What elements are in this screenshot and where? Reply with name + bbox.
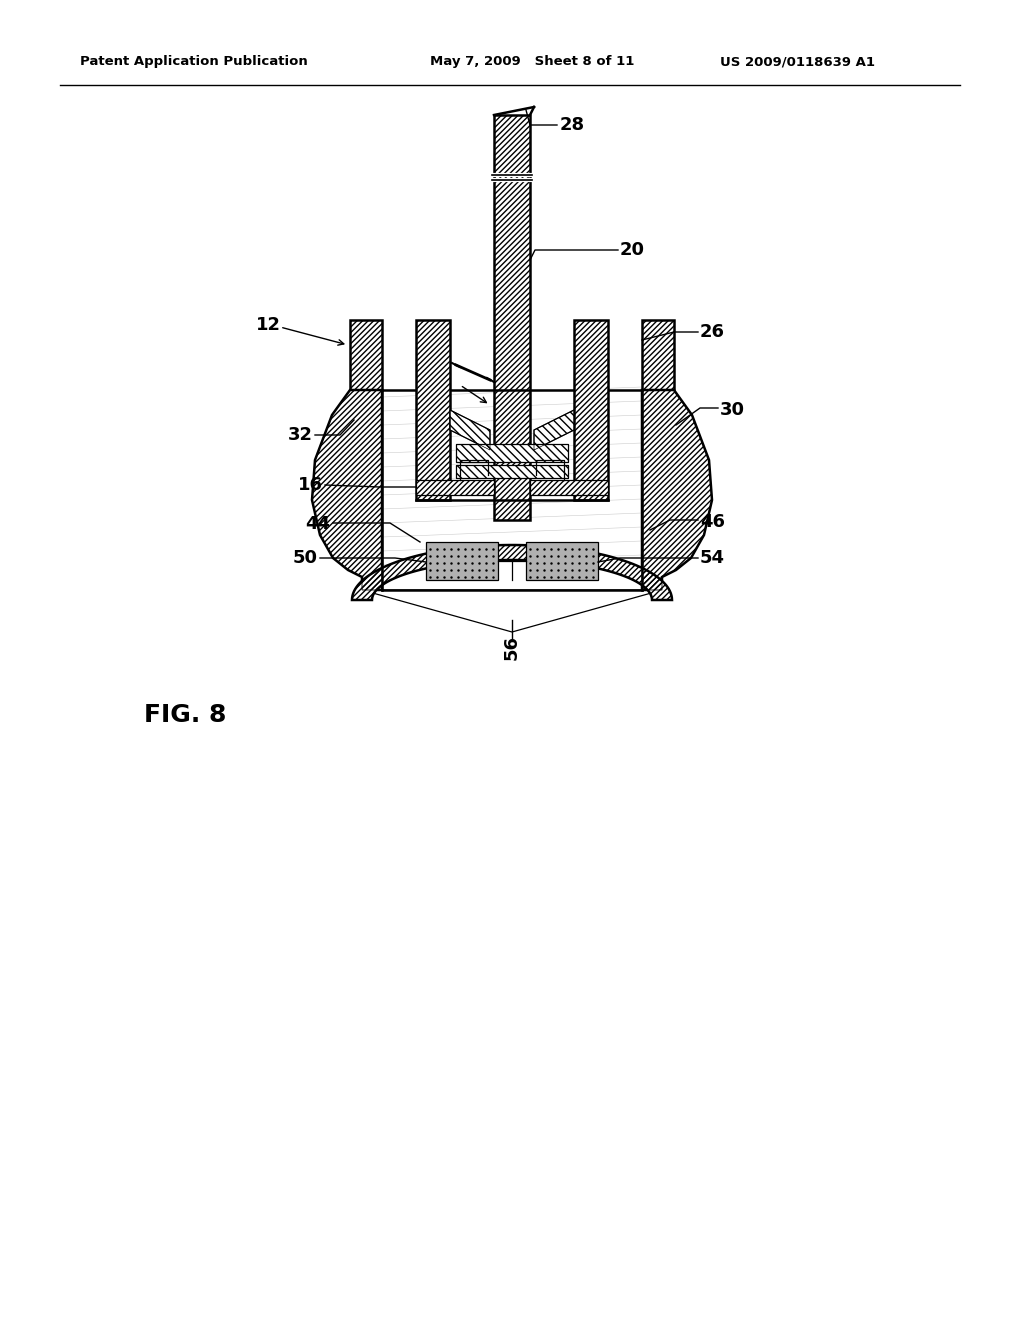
Polygon shape (312, 389, 382, 590)
Polygon shape (450, 411, 490, 450)
Polygon shape (530, 480, 608, 495)
Text: 32: 32 (288, 426, 312, 444)
Polygon shape (494, 115, 530, 520)
Polygon shape (352, 545, 672, 601)
Bar (426, 543, 498, 579)
Text: 12: 12 (256, 315, 281, 334)
Text: 26: 26 (700, 323, 725, 341)
Text: 54: 54 (700, 549, 725, 568)
Text: 50: 50 (293, 549, 317, 568)
Bar (526, 543, 598, 579)
Polygon shape (642, 389, 712, 590)
Polygon shape (350, 319, 382, 389)
Text: FIG. 8: FIG. 8 (143, 704, 226, 727)
Text: 44: 44 (305, 515, 331, 533)
Polygon shape (362, 389, 662, 632)
Text: US 2009/0118639 A1: US 2009/0118639 A1 (720, 55, 874, 69)
Polygon shape (416, 480, 494, 495)
Text: 20: 20 (620, 242, 645, 259)
Polygon shape (456, 444, 568, 462)
Text: Patent Application Publication: Patent Application Publication (80, 55, 308, 69)
Polygon shape (416, 319, 450, 500)
Text: 16: 16 (298, 477, 323, 494)
Polygon shape (574, 319, 608, 500)
Polygon shape (534, 411, 574, 450)
Text: May 7, 2009   Sheet 8 of 11: May 7, 2009 Sheet 8 of 11 (430, 55, 635, 69)
Polygon shape (456, 465, 568, 478)
Text: 30: 30 (720, 401, 745, 418)
Polygon shape (362, 577, 662, 632)
Text: 46: 46 (700, 513, 725, 531)
Polygon shape (642, 319, 674, 389)
Text: 28: 28 (560, 116, 585, 135)
Text: 56: 56 (503, 635, 521, 660)
